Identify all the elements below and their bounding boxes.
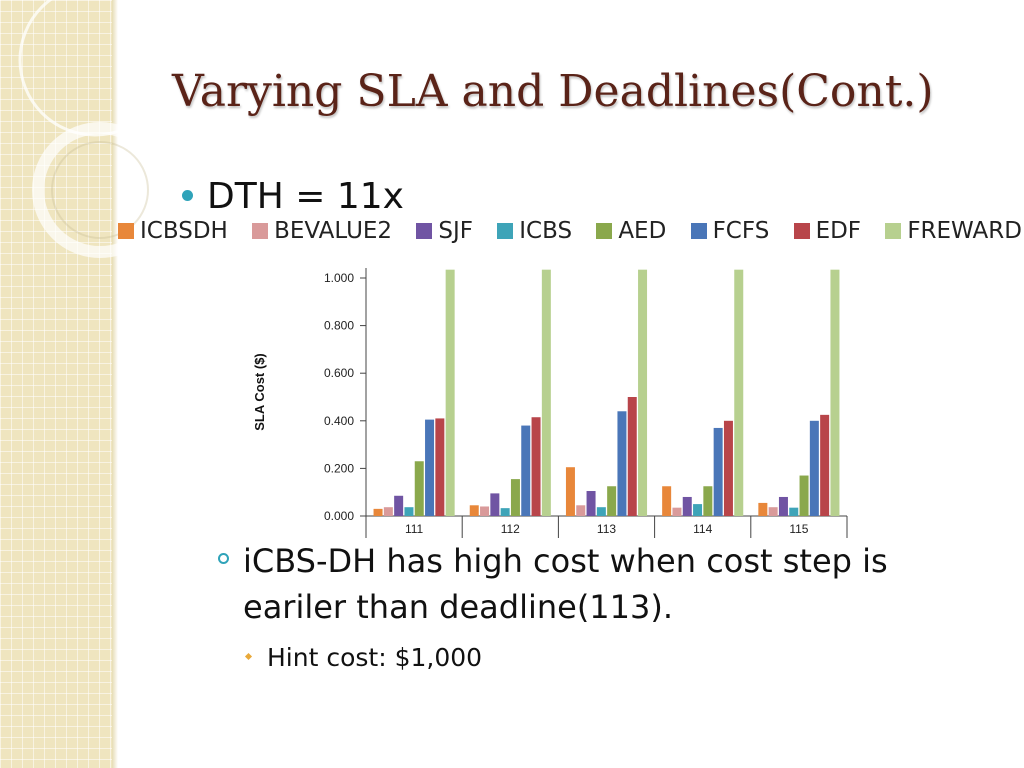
y-tick-label: 0.400 (324, 414, 354, 428)
bar-bevalue2-112 (480, 506, 490, 516)
bar-aed-115 (799, 475, 809, 516)
bar-edf-115 (820, 414, 830, 516)
legend-label: ICBSDH (140, 218, 228, 244)
legend-swatch (596, 223, 613, 239)
bar-icbsdh-115 (758, 502, 768, 516)
slide-title: Varying SLA and Deadlines(Cont.) (172, 66, 934, 117)
legend-label: SJF (438, 218, 473, 244)
bar-icbs-111 (404, 507, 414, 516)
bar-aed-112 (510, 479, 520, 516)
legend-item: FREWARD (885, 218, 1022, 244)
legend-swatch (118, 223, 134, 239)
x-tick-label: 115 (789, 522, 808, 536)
bar-edf-112 (531, 417, 541, 516)
bar-aed-113 (607, 486, 617, 516)
bar-fcfs-114 (713, 427, 723, 516)
y-tick-label: 1.000 (324, 271, 354, 285)
bar-edf-114 (723, 420, 733, 516)
bar-icbsdh-114 (662, 486, 672, 516)
bar-freward-114 (734, 269, 744, 516)
sub-bullet: iCBS-DH has high cost when cost step is … (218, 538, 918, 630)
legend-label: EDF (815, 218, 862, 244)
legend-label: FCFS (712, 218, 770, 244)
legend-item: AED (596, 218, 666, 244)
legend-item: ICBSDH (118, 218, 228, 244)
bar-sjf-115 (778, 496, 788, 516)
bar-bevalue2-114 (672, 507, 682, 516)
legend-swatch (885, 223, 902, 239)
decorative-rings (18, 0, 160, 258)
bar-bevalue2-113 (576, 505, 586, 516)
bar-sjf-114 (682, 496, 692, 516)
bar-icbsdh-113 (565, 467, 575, 516)
sla-cost-bar-chart: SLA Cost ($) 0.000 0.200 0.400 0.600 0.800 1.0… (252, 268, 848, 538)
bar-fcfs-115 (809, 420, 819, 516)
legend-swatch (690, 223, 707, 239)
legend-item: SJF (416, 218, 473, 244)
legend-label: AED (618, 218, 667, 244)
x-tick-label: 113 (597, 522, 616, 536)
bar-icbsdh-112 (469, 505, 479, 516)
bar-aed-111 (414, 461, 424, 516)
legend-item: FCFS (690, 218, 770, 244)
y-axis-label: SLA Cost ($) (252, 353, 267, 431)
bar-freward-112 (541, 269, 551, 516)
y-tick-label: 0.800 (324, 319, 354, 333)
bar-icbsdh-111 (373, 508, 383, 516)
bar-icbs-112 (500, 508, 510, 516)
main-bullet-text: DTH = 11x (207, 176, 404, 217)
hint-text: Hint cost: $1,000 (267, 643, 483, 672)
y-tick-label: 0.000 (324, 509, 354, 523)
legend-swatch (497, 223, 514, 239)
sub-bullet-ring-icon (218, 553, 229, 564)
legend-item: EDF (793, 218, 862, 244)
legend-item: ICBS (497, 218, 572, 244)
legend-swatch (252, 223, 269, 239)
x-tick-label: 112 (501, 522, 520, 536)
bar-bevalue2-111 (383, 507, 393, 516)
bar-fcfs-111 (425, 419, 435, 516)
y-tick-label: 0.200 (324, 461, 354, 475)
chart-legend: ICBSDH BEVALUE2 SJF ICBS AED FCFS EDF FREWARD (118, 216, 1022, 246)
bar-icbs-115 (789, 507, 799, 516)
bar-aed-114 (703, 486, 713, 516)
bar-icbs-113 (596, 507, 606, 516)
bar-icbs-114 (693, 504, 703, 516)
bar-fcfs-112 (521, 425, 531, 516)
bar-sjf-112 (490, 493, 500, 516)
bar-edf-111 (435, 418, 445, 516)
legend-label: BEVALUE2 (274, 218, 393, 244)
bar-freward-115 (830, 269, 840, 516)
bar-freward-111 (445, 269, 455, 516)
bar-freward-113 (638, 269, 648, 516)
x-tick-label: 114 (693, 522, 712, 536)
bullet-dot-icon (182, 189, 193, 201)
legend-label: ICBS (519, 218, 573, 244)
bar-bevalue2-115 (768, 507, 778, 516)
hint-diamond-icon (244, 652, 253, 660)
legend-item: BEVALUE2 (252, 218, 392, 244)
bar-fcfs-113 (617, 411, 627, 516)
y-tick-label: 0.600 (324, 366, 354, 380)
main-bullet: DTH = 11x (182, 176, 404, 217)
hint-bullet: Hint cost: $1,000 (244, 643, 483, 672)
bar-sjf-111 (394, 495, 404, 516)
side-strip-edge (112, 0, 118, 768)
x-tick-label: 111 (405, 522, 424, 536)
sub-bullet-text: iCBS-DH has high cost when cost step is … (243, 542, 888, 626)
legend-label: FREWARD (907, 218, 1022, 244)
bar-edf-113 (627, 397, 637, 516)
bar-sjf-113 (586, 491, 596, 516)
legend-swatch (793, 223, 810, 239)
legend-swatch (416, 223, 433, 239)
